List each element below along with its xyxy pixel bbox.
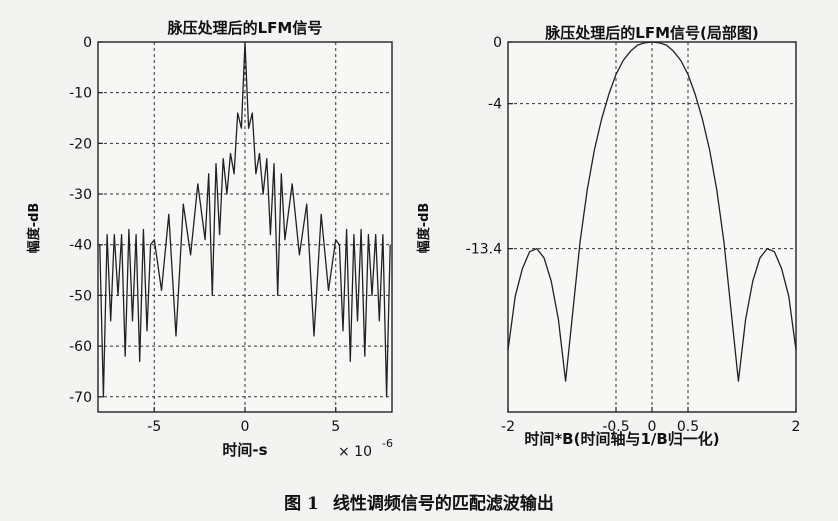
figure-caption-text: 线性调频信号的匹配滤波输出 [332, 494, 554, 514]
chart1-ytick-label-7: -70 [69, 390, 92, 406]
chart1-xlabel: 时间-s [222, 441, 267, 459]
chart1-xtick-label-0: -5 [147, 419, 161, 435]
chart2-ylabel: 幅度-dB [416, 203, 432, 254]
chart1-ytick-label-1: -10 [69, 86, 92, 102]
chart2-xtick-label-4: 2 [792, 419, 801, 435]
chart2-xlabel: 时间*B(时间轴与1/B归一化) [524, 430, 719, 448]
chart2-ytick-label-2: -13.4 [466, 242, 502, 258]
figure-label: 图 1 [284, 494, 319, 514]
figure-caption: 图 1 线性调频信号的匹配滤波输出 [0, 489, 838, 514]
chart1-ytick-label-0: 0 [83, 35, 92, 51]
chart1-ylabel: 幅度-dB [26, 203, 42, 254]
chart1-xtick-label-2: 5 [331, 419, 340, 435]
chart1-x-exponent-power: -6 [382, 437, 393, 450]
chart2-xtick-label-1: -0.5 [602, 419, 629, 435]
chart2-title: 脉压处理后的LFM信号(局部图) [544, 24, 758, 42]
chart1-ytick-label-4: -40 [69, 238, 92, 254]
chart1-xtick-label-1: 0 [241, 419, 250, 435]
chart1-ytick-label-5: -50 [69, 288, 92, 304]
chart1-ytick-label-6: -60 [69, 339, 92, 355]
chart2-xtick-label-3: 0.5 [677, 419, 699, 435]
chart2-ytick-label-0: 0 [493, 35, 502, 51]
chart1-ytick-label-3: -30 [69, 187, 92, 203]
chart2-xtick-label-2: 0 [648, 419, 657, 435]
chart2-xtick-label-0: -2 [501, 419, 515, 435]
chart1-x-exponent-base: × 10 [338, 444, 372, 460]
chart2-ytick-label-1: -4 [488, 97, 502, 113]
chart1-title: 脉压处理后的LFM信号 [167, 19, 323, 37]
chart1-ytick-label-2: -20 [69, 136, 92, 152]
